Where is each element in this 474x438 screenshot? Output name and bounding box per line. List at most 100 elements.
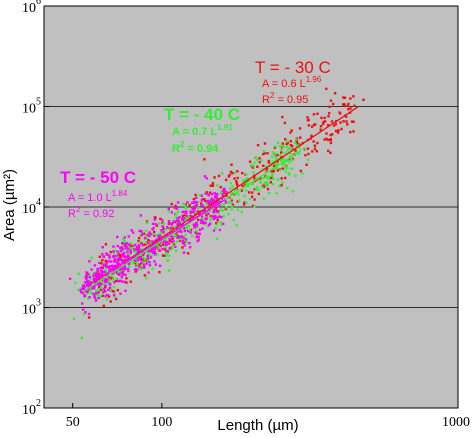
point-1-458	[97, 288, 100, 291]
equation-prefix-minus-40: A = 0.7 L	[172, 126, 217, 138]
point-0-244	[153, 245, 156, 248]
point-0-261	[153, 247, 156, 251]
point-1-287	[264, 182, 267, 185]
point-0-376	[123, 243, 127, 246]
point-1-289	[145, 221, 149, 225]
y-tick-label-1: 103	[22, 298, 41, 318]
point-2-53	[163, 248, 167, 251]
point-1-371	[286, 187, 289, 190]
point-0-165	[200, 194, 204, 197]
point-1-395	[195, 229, 198, 233]
point-2-314	[343, 96, 347, 99]
point-2-140	[87, 316, 91, 319]
point-2-287	[276, 160, 279, 163]
point-0-59	[97, 284, 101, 287]
point-0-375	[126, 254, 129, 257]
point-1-343	[122, 244, 125, 247]
point-0-442	[106, 293, 109, 297]
point-0-433	[119, 249, 123, 253]
point-1-207	[151, 267, 154, 271]
point-2-407	[119, 256, 122, 259]
point-1-74	[230, 205, 234, 208]
point-1-348	[167, 210, 170, 213]
point-1-427	[162, 222, 165, 225]
point-1-131	[261, 185, 264, 189]
point-0-302	[200, 199, 203, 202]
point-0-454	[103, 270, 106, 274]
point-0-89	[137, 243, 141, 247]
point-2-193	[323, 116, 326, 120]
point-0-299	[189, 246, 192, 249]
point-1-129	[275, 158, 278, 161]
point-0-498	[100, 273, 103, 276]
point-0-344	[123, 267, 127, 271]
annotation-minus-40: T = - 40 C A = 0.7 L1.91 R2 = 0.94	[164, 105, 240, 155]
point-0-467	[109, 260, 112, 263]
point-0-16	[200, 215, 204, 218]
point-0-116	[168, 247, 172, 250]
point-0-254	[129, 251, 132, 254]
point-0-126	[112, 260, 115, 263]
point-1-408	[262, 197, 266, 200]
point-0-292	[176, 230, 179, 234]
point-1-204	[126, 248, 129, 252]
point-2-232	[326, 124, 330, 127]
point-2-336	[253, 176, 256, 179]
point-1-291	[144, 229, 148, 232]
point-2-49	[328, 105, 331, 108]
point-1-96	[253, 205, 256, 208]
point-0-155	[218, 215, 221, 218]
point-1-105	[271, 174, 274, 178]
point-1-184	[262, 150, 266, 153]
point-2-323	[332, 102, 335, 106]
point-0-385	[133, 248, 136, 251]
point-1-171	[246, 177, 249, 180]
point-0-11	[102, 263, 105, 266]
point-0-102	[82, 308, 85, 311]
point-0-228	[147, 271, 150, 274]
point-2-120	[316, 112, 319, 115]
point-1-42	[218, 213, 221, 217]
point-1-455	[228, 201, 231, 204]
point-0-127	[116, 235, 119, 239]
point-2-162	[315, 150, 318, 153]
point-1-55	[271, 151, 275, 154]
point-1-250	[248, 178, 251, 182]
point-0-47	[84, 276, 87, 279]
point-1-31	[89, 279, 92, 282]
point-1-161	[254, 156, 258, 159]
point-0-356	[90, 268, 93, 271]
point-1-7	[138, 240, 142, 244]
point-0-42	[136, 258, 140, 262]
point-1-435	[72, 317, 76, 320]
point-1-59	[219, 191, 223, 194]
point-0-182	[79, 289, 82, 292]
point-0-65	[215, 200, 218, 204]
point-0-414	[205, 200, 209, 203]
point-1-121	[220, 223, 223, 226]
point-2-281	[196, 210, 199, 213]
point-2-217	[211, 184, 215, 187]
point-2-97	[102, 304, 105, 308]
point-0-162	[202, 221, 205, 224]
point-1-193	[90, 256, 93, 259]
point-1-372	[221, 209, 225, 212]
point-1-304	[261, 177, 265, 180]
point-0-383	[158, 249, 161, 252]
point-0-351	[212, 211, 215, 214]
point-2-178	[145, 220, 149, 223]
point-1-178	[235, 224, 238, 227]
point-0-12	[197, 238, 201, 241]
point-2-138	[331, 133, 334, 136]
point-1-108	[264, 165, 268, 168]
point-2-352	[209, 206, 212, 210]
point-2-68	[209, 215, 213, 218]
point-0-108	[188, 241, 191, 245]
point-0-301	[153, 218, 156, 221]
point-2-225	[157, 243, 161, 246]
point-0-337	[147, 242, 150, 245]
point-0-278	[112, 264, 116, 268]
point-2-263	[327, 149, 330, 153]
point-0-103	[86, 283, 89, 287]
point-1-327	[244, 178, 247, 181]
